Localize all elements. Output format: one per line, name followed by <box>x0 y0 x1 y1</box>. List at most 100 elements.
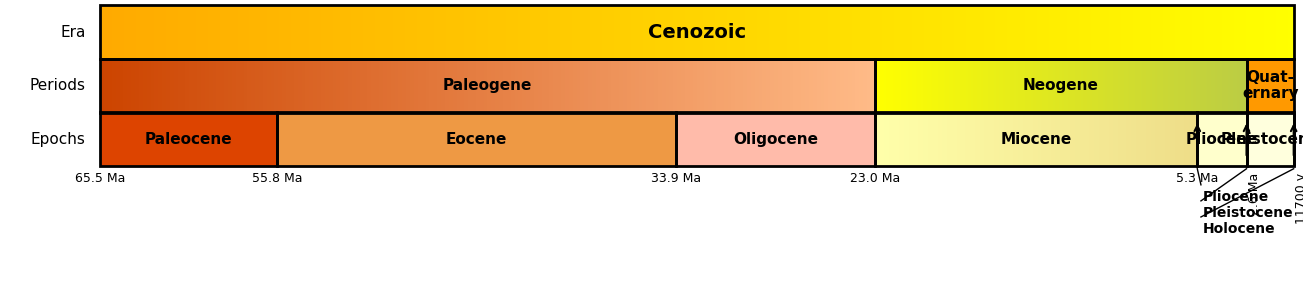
Bar <box>878 112 880 166</box>
Bar <box>780 5 787 59</box>
Bar <box>546 59 550 112</box>
Bar <box>345 5 351 59</box>
Bar <box>964 59 966 112</box>
Bar <box>1023 59 1025 112</box>
Bar <box>954 112 955 166</box>
Bar <box>305 59 309 112</box>
Bar <box>1264 5 1270 59</box>
Bar <box>348 59 352 112</box>
Bar <box>810 5 817 59</box>
Bar <box>151 59 155 112</box>
Bar <box>900 5 906 59</box>
Bar <box>1110 112 1111 166</box>
Bar <box>357 5 362 59</box>
Bar <box>1038 59 1040 112</box>
Bar <box>1049 5 1055 59</box>
Bar <box>1118 59 1121 112</box>
Bar <box>472 59 476 112</box>
Bar <box>1075 59 1078 112</box>
Bar <box>459 5 464 59</box>
Bar <box>1085 5 1091 59</box>
Bar <box>287 59 291 112</box>
Bar <box>507 59 511 112</box>
Bar <box>1214 59 1217 112</box>
Bar <box>715 59 719 112</box>
Bar <box>519 5 524 59</box>
Bar <box>197 59 201 112</box>
Bar <box>100 59 874 112</box>
Bar <box>625 5 632 59</box>
Text: Pliocene: Pliocene <box>1186 132 1259 147</box>
Bar <box>863 59 866 112</box>
Bar <box>364 59 367 112</box>
Bar <box>655 5 661 59</box>
Bar <box>1071 112 1074 166</box>
Bar <box>107 5 112 59</box>
Bar <box>936 112 938 166</box>
Bar <box>1098 112 1101 166</box>
Bar <box>1037 112 1040 166</box>
Bar <box>332 59 336 112</box>
Bar <box>1012 112 1014 166</box>
Bar <box>769 5 775 59</box>
Bar <box>822 5 829 59</box>
Bar <box>670 59 674 112</box>
Bar <box>116 59 120 112</box>
Bar <box>735 59 739 112</box>
Bar <box>132 59 136 112</box>
Bar <box>1119 112 1122 166</box>
Bar <box>1204 59 1205 112</box>
Bar <box>1225 59 1226 112</box>
Bar <box>920 59 921 112</box>
Bar <box>1062 112 1063 166</box>
Bar <box>787 5 792 59</box>
Text: Eocene: Eocene <box>446 132 507 147</box>
Bar <box>1247 112 1294 166</box>
Bar <box>362 5 369 59</box>
Bar <box>829 5 834 59</box>
Bar <box>452 59 456 112</box>
Bar <box>464 5 470 59</box>
Bar <box>452 5 459 59</box>
Bar <box>794 59 797 112</box>
Bar <box>697 5 704 59</box>
Bar <box>1053 59 1055 112</box>
Bar <box>1095 59 1096 112</box>
Bar <box>966 59 968 112</box>
Bar <box>1066 59 1068 112</box>
Bar <box>851 59 855 112</box>
Bar <box>1061 112 1062 166</box>
Bar <box>899 112 900 166</box>
Bar <box>228 59 232 112</box>
Bar <box>1157 112 1158 166</box>
Bar <box>883 112 885 166</box>
Bar <box>430 59 434 112</box>
Bar <box>1186 59 1187 112</box>
Bar <box>375 59 379 112</box>
Bar <box>678 59 681 112</box>
Bar <box>193 59 197 112</box>
Bar <box>309 59 313 112</box>
Bar <box>468 59 472 112</box>
Bar <box>1126 112 1128 166</box>
Bar <box>1156 112 1157 166</box>
Bar <box>1217 59 1218 112</box>
Bar <box>1213 59 1214 112</box>
Bar <box>1144 59 1147 112</box>
Bar <box>434 5 440 59</box>
Bar <box>417 5 422 59</box>
Bar <box>177 59 181 112</box>
Bar <box>848 59 851 112</box>
Bar <box>112 5 119 59</box>
Bar <box>1282 5 1287 59</box>
Bar <box>1135 112 1136 166</box>
Bar <box>1072 59 1074 112</box>
Bar <box>979 112 980 166</box>
Bar <box>739 59 743 112</box>
Bar <box>754 59 758 112</box>
Bar <box>1080 112 1081 166</box>
Bar <box>1033 112 1035 166</box>
Bar <box>942 112 945 166</box>
Bar <box>1148 59 1149 112</box>
Bar <box>278 112 676 166</box>
